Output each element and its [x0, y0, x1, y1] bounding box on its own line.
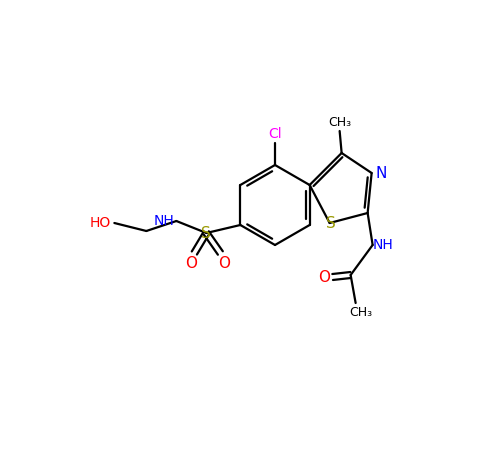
Text: CH₃: CH₃: [349, 307, 372, 319]
Text: CH₃: CH₃: [328, 115, 351, 129]
Text: O: O: [317, 269, 329, 284]
Text: NH: NH: [372, 238, 393, 252]
Text: S: S: [326, 217, 336, 232]
Text: O: O: [186, 257, 197, 271]
Text: O: O: [218, 257, 230, 271]
Text: N: N: [376, 165, 387, 180]
Text: NH: NH: [154, 214, 175, 228]
Text: HO: HO: [90, 216, 111, 230]
Text: Cl: Cl: [268, 127, 282, 141]
Text: S: S: [202, 226, 211, 241]
